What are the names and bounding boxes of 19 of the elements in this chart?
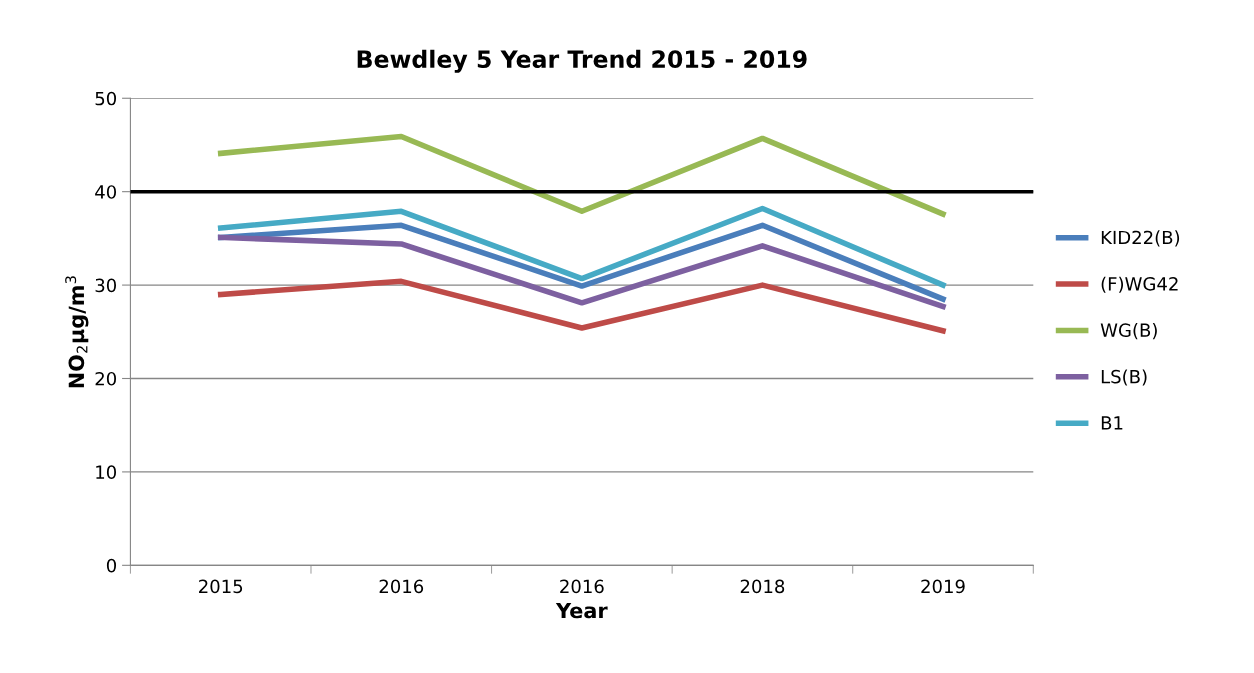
x-tick-label: 2019 [921,579,965,594]
x-tick-label: 2018 [740,579,785,594]
y-axis-title: NO$_{2}$µg/m$^{3}$ [65,276,89,388]
y-tick-label: 50 [95,91,117,106]
chart-title: Bewdley 5 Year Trend 2015 - 2019 [357,49,807,73]
y-tick-label: 20 [95,371,117,386]
x-tick-label: 2015 [199,579,243,594]
x-tick-label: 2016 [379,579,424,594]
legend-label: KID22(B) [1101,230,1180,247]
legend-label: B1 [1101,416,1123,430]
y-tick-label: 0 [106,558,117,573]
x-tick-label: 2016 [560,579,604,594]
y-tick-label: 10 [96,465,117,480]
x-axis-title: Year [555,602,608,619]
y-tick-label: 40 [95,185,117,199]
legend-label: WG(B) [1100,323,1157,340]
legend-label: (F)WG42 [1101,276,1178,293]
legend-label: LS(B) [1101,369,1147,386]
y-tick-label: 30 [95,278,117,293]
